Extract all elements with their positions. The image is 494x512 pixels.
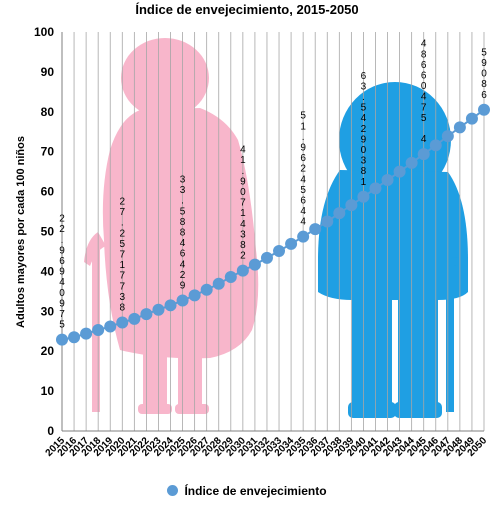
y-tick-10: 10 <box>41 384 55 398</box>
data-point-2016 <box>68 331 81 344</box>
y-tick-30: 30 <box>41 304 55 318</box>
data-point-2026 <box>188 289 201 302</box>
legend-label: Índice de envejecimiento <box>184 484 327 498</box>
y-tick-0: 0 <box>47 424 54 438</box>
data-point-2021 <box>128 312 141 325</box>
data-point-2049 <box>465 112 478 125</box>
data-point-2041 <box>369 182 382 195</box>
data-point-2019 <box>104 320 117 333</box>
data-point-2030 <box>236 264 249 277</box>
data-point-2035 <box>297 230 310 243</box>
data-point-2037 <box>321 215 334 228</box>
data-point-2018 <box>92 324 105 337</box>
y-axis-label: Adultos mayores por cada 100 niños <box>15 136 27 328</box>
data-point-2038 <box>333 207 346 220</box>
y-tick-90: 90 <box>41 65 55 79</box>
data-point-2036 <box>309 223 322 236</box>
data-point-2047 <box>441 130 454 143</box>
data-point-2039 <box>345 199 358 212</box>
data-point-2046 <box>429 139 442 152</box>
data-point-2017 <box>80 327 93 340</box>
y-tick-labels: 0 10 20 30 40 50 60 70 80 90 100 <box>34 25 54 438</box>
data-point-2033 <box>273 245 286 258</box>
y-tick-70: 70 <box>41 145 55 159</box>
y-tick-20: 20 <box>41 344 55 358</box>
data-point-2048 <box>453 121 466 134</box>
data-point-2015 <box>56 333 68 346</box>
legend: Índice de envejecimiento <box>0 484 494 498</box>
data-point-2029 <box>224 270 237 283</box>
data-point-2031 <box>248 258 261 271</box>
y-tick-80: 80 <box>41 105 55 119</box>
data-point-2044 <box>405 156 418 169</box>
data-point-2028 <box>212 277 225 290</box>
chart-axes <box>61 32 484 432</box>
data-point-2050 <box>478 103 490 116</box>
data-point-2043 <box>393 165 406 178</box>
data-point-2023 <box>152 303 165 316</box>
legend-marker-icon <box>167 485 179 496</box>
data-point-2022 <box>140 308 153 321</box>
data-point-2020 <box>116 316 129 329</box>
y-tick-100: 100 <box>34 25 54 39</box>
data-point-2042 <box>381 174 394 187</box>
y-tick-50: 50 <box>41 225 55 239</box>
data-point-2027 <box>200 283 213 296</box>
point-labels: 2 2. 9 6 9 4 0 9 7 5 2 7. 2 5 7 1 7 7 3 8 3 3. 5 8 8 4 6 4 2 9 4 1. 9 0 7 1… <box>59 39 487 331</box>
data-point-2025 <box>176 294 189 307</box>
data-point-2032 <box>260 251 273 264</box>
y-tick-40: 40 <box>41 264 55 278</box>
data-point-2040 <box>357 190 370 203</box>
data-point-2045 <box>417 148 430 161</box>
data-point-2034 <box>285 237 298 250</box>
chart-title: Índice de envejecimiento, 2015-2050 <box>135 2 359 17</box>
series-points <box>56 103 490 346</box>
y-tick-60: 60 <box>41 185 55 199</box>
x-tick-labels: 2015201620172018201920202021202220232024… <box>44 435 490 459</box>
data-point-2024 <box>164 299 177 312</box>
